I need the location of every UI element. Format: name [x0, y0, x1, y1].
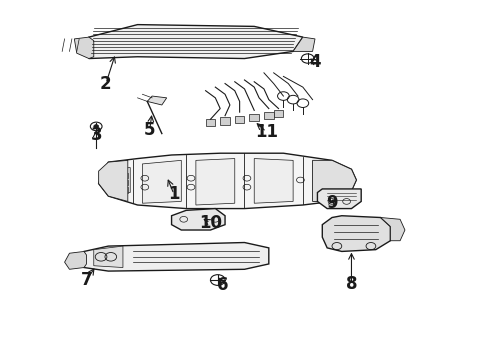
- Text: 1: 1: [168, 185, 180, 203]
- Polygon shape: [249, 114, 259, 121]
- Polygon shape: [89, 24, 302, 59]
- Polygon shape: [99, 160, 127, 202]
- Polygon shape: [312, 160, 356, 202]
- Text: 3: 3: [90, 126, 102, 144]
- Polygon shape: [113, 167, 130, 194]
- Text: 4: 4: [308, 53, 320, 71]
- Polygon shape: [234, 116, 244, 123]
- Polygon shape: [264, 112, 273, 119]
- Polygon shape: [64, 251, 86, 269]
- Polygon shape: [380, 217, 404, 241]
- Text: 8: 8: [345, 275, 357, 293]
- Text: 9: 9: [325, 194, 337, 212]
- Text: 10: 10: [199, 214, 222, 232]
- Polygon shape: [317, 189, 361, 208]
- Polygon shape: [142, 160, 181, 203]
- Polygon shape: [196, 158, 234, 205]
- Polygon shape: [322, 216, 389, 251]
- Polygon shape: [147, 96, 166, 105]
- Polygon shape: [99, 153, 356, 208]
- Polygon shape: [273, 111, 283, 117]
- Polygon shape: [116, 187, 127, 193]
- Circle shape: [94, 125, 99, 128]
- Polygon shape: [171, 208, 224, 230]
- Text: 6: 6: [216, 276, 228, 294]
- Polygon shape: [74, 37, 94, 59]
- Polygon shape: [220, 117, 229, 125]
- Polygon shape: [292, 37, 314, 51]
- Polygon shape: [116, 180, 127, 185]
- Polygon shape: [84, 243, 268, 271]
- Polygon shape: [205, 119, 215, 126]
- Text: 2: 2: [100, 75, 112, 93]
- Text: 7: 7: [81, 271, 92, 289]
- Text: 5: 5: [143, 121, 155, 139]
- Text: 11: 11: [254, 123, 277, 141]
- Polygon shape: [94, 246, 122, 267]
- Polygon shape: [116, 173, 127, 178]
- Polygon shape: [254, 158, 292, 203]
